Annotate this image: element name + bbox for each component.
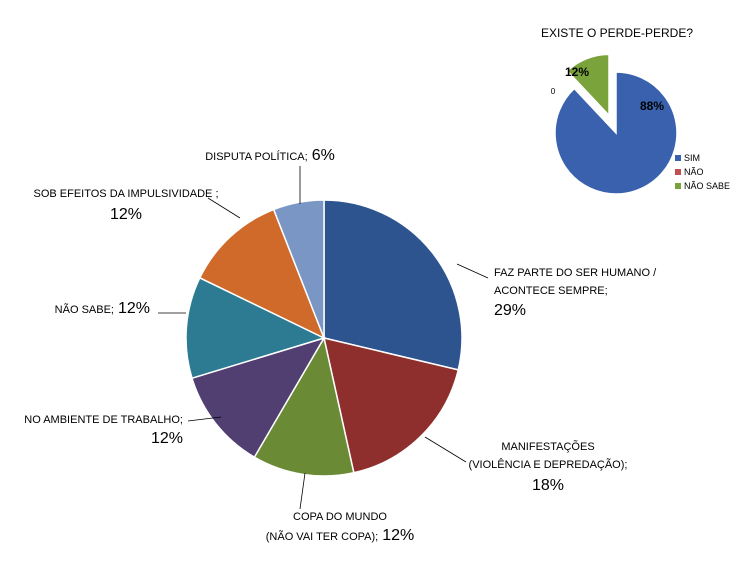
leader-line-faz-parte-do-ser-humano [456, 263, 489, 279]
leader-line-no-ambiente-de-trabalho [187, 416, 222, 422]
legend-label-sim: SIM [684, 153, 700, 163]
small-pie-label-nao: 0 [551, 87, 556, 96]
legend-label-nao-sabe: NÃO SABE [684, 181, 730, 191]
pie-slice-disputa-politica [272, 199, 325, 339]
small-pie-legend: SIM NÃO NÃO SABE [675, 153, 730, 191]
small-pie-label-sim: 88% [640, 99, 664, 113]
pie-slice-sob-efeitos-da-impulsividade [198, 208, 326, 340]
leader-line-copa-do-mundo [299, 472, 306, 510]
data-label-disputa-politica: DISPUTA POLÍTICA; 6% [205, 147, 335, 164]
pie-slice-manifestacoes [323, 336, 460, 474]
pie-slice-no-ambiente-de-trabalho [191, 336, 326, 459]
small-pie-slice-nao-sabe [566, 53, 610, 118]
data-label-no-ambiente-de-trabalho: NO AMBIENTE DE TRABALHO; 12% [24, 414, 183, 447]
small-pie-title: EXISTE O PERDE-PERDE? [541, 26, 693, 40]
legend-swatch-nao-sabe [675, 183, 681, 189]
main-pie-chart: FAZ PARTE DO SER HUMANO / ACONTECE SEMPRE… [24, 147, 657, 544]
legend-swatch-nao [675, 169, 681, 175]
data-label-sob-efeitos-da-impulsividade: SOB EFEITOS DA IMPULSIVIDADE ; 12% [33, 188, 218, 223]
small-pie-slice-sim [554, 71, 678, 195]
legend-swatch-sim [675, 155, 681, 161]
perde-perde-pie-chart: EXISTE O PERDE-PERDE? 88% 0 12% SIM NÃO NÃO SA… [541, 26, 730, 195]
pie-slice-nao-sabe [185, 276, 327, 380]
data-label-faz-parte-do-ser-humano: FAZ PARTE DO SER HUMANO / ACONTECE SEMPRE… [494, 267, 657, 319]
data-label-manifestacoes: MANIFESTAÇÕES (VIOLÊNCIA E DEPREDAÇÃO); 18… [469, 440, 628, 494]
data-label-copa-do-mundo: COPA DO MUNDO (NÃO VAI TER COPA); 12% [266, 511, 415, 544]
leader-line-sob-efeitos-da-impulsividade [207, 197, 241, 219]
pie-slice-copa-do-mundo [253, 335, 355, 477]
legend-label-nao: NÃO [684, 167, 704, 177]
data-label-nao-sabe: NÃO SABE; 12% [55, 300, 150, 317]
leader-line-manifestacoes [424, 436, 467, 463]
small-pie-label-nao-sabe: 12% [565, 65, 589, 79]
pie-slice-faz-parte-do-ser-humano [323, 199, 463, 371]
